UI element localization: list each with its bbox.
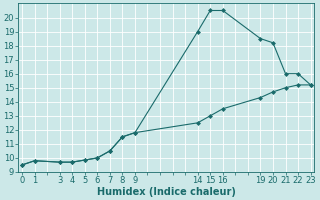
X-axis label: Humidex (Indice chaleur): Humidex (Indice chaleur) xyxy=(97,187,236,197)
